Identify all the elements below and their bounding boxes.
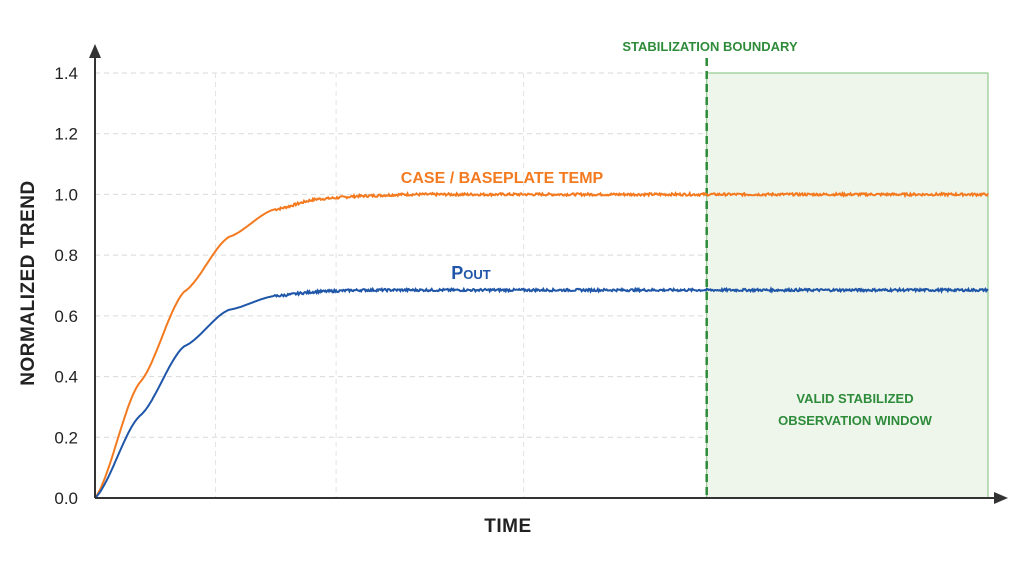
window-region [706, 72, 989, 499]
y-tick-label: 0.4 [54, 368, 78, 387]
observation-window [705, 58, 989, 499]
y-axis-title: NORMALIZED TREND [18, 180, 39, 385]
y-tick-label: 1.0 [54, 185, 78, 204]
x-axis-arrow [994, 492, 1008, 504]
series-label-pout-main: P [451, 263, 463, 283]
axes [89, 44, 1008, 504]
series-label-pout-sub: OUT [463, 267, 491, 282]
y-tick-label: 0.0 [54, 489, 78, 508]
y-tick-label: 0.8 [54, 246, 78, 265]
series-line-0 [94, 190, 989, 499]
y-axis-arrow [89, 44, 101, 58]
y-tick-label: 1.2 [54, 125, 78, 144]
y-tick-label: 1.4 [54, 64, 78, 83]
series-label-pout: POUT [451, 263, 491, 283]
grid-lines [95, 72, 988, 498]
window-label-line2: OBSERVATION WINDOW [778, 413, 933, 428]
y-tick-label: 0.2 [54, 428, 78, 447]
series-lines [94, 190, 989, 499]
x-axis-title: TIME [484, 516, 531, 537]
boundary-label: STABILIZATION BOUNDARY [622, 39, 798, 54]
series-line-1 [94, 286, 989, 499]
y-tick-label: 0.6 [54, 307, 78, 326]
series-label-case-temp: CASE / BASEPLATE TEMP [401, 170, 604, 187]
y-tick-labels: 0.0 0.2 0.4 0.6 0.8 1.0 1.2 1.4 [54, 64, 78, 508]
window-label-line1: VALID STABILIZED [796, 391, 913, 406]
